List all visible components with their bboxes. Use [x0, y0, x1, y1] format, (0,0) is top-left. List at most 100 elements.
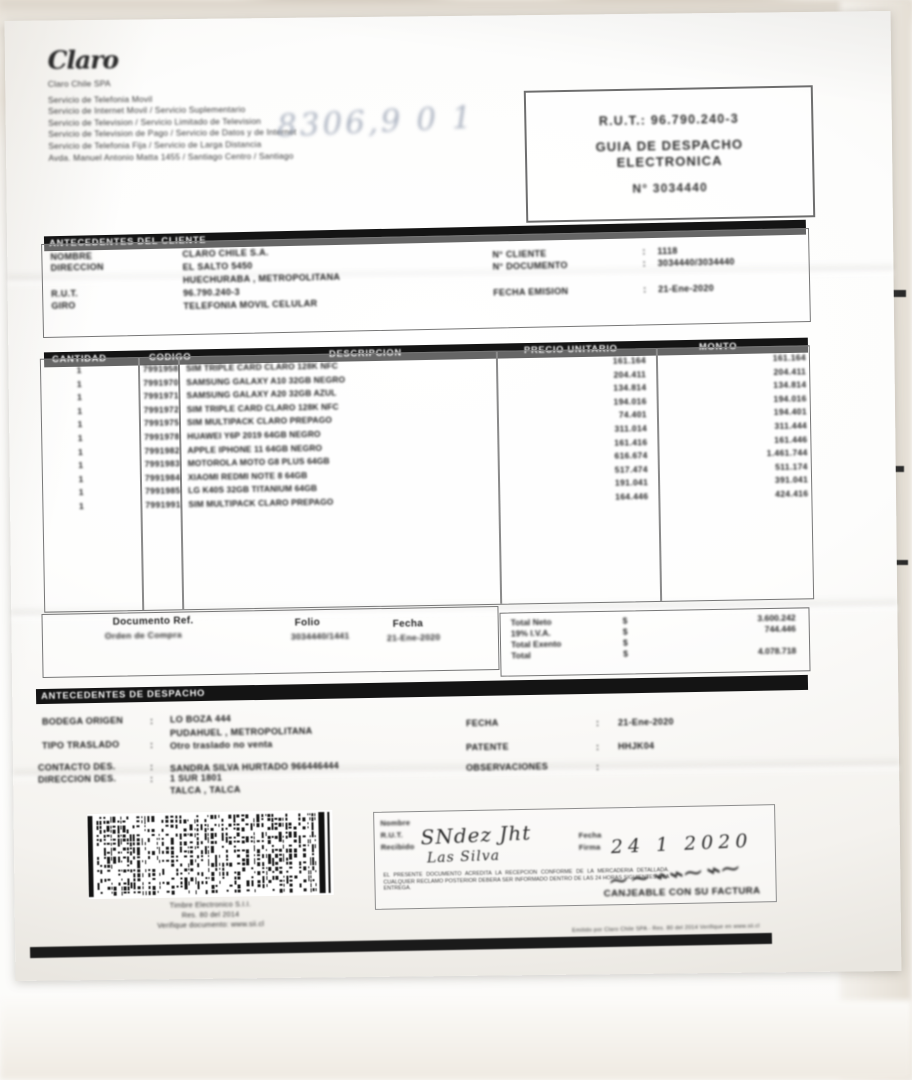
item-quantity: 1	[77, 419, 83, 430]
item-quantity: 1	[76, 365, 82, 376]
reference-header-fecha: Fecha	[392, 618, 424, 630]
paper-crease	[13, 755, 900, 785]
client-value-nro-documento: 3034440/3034440	[657, 256, 735, 269]
item-code: 7991975	[143, 417, 180, 429]
item-unit-price: 517.474	[614, 463, 648, 475]
document-type-box: R.U.T.: 96.790.240-3 GUIA DE DESPACHO EL…	[523, 85, 816, 223]
document-number: N° 3034440	[632, 180, 708, 195]
client-value-comuna: HUECHURABA , METROPOLITANA	[182, 271, 341, 286]
reference-header-documento: Documento Ref.	[112, 615, 194, 628]
item-quantity: 1	[76, 378, 82, 389]
item-quantity: 1	[77, 392, 83, 403]
barcode-caption: Timbre Electronico S.I.I. Res. 80 del 20…	[88, 898, 333, 932]
client-value-nombre: CLARO CHILE S.A.	[182, 247, 269, 260]
document-rut: R.U.T.: 96.790.240-3	[599, 112, 739, 129]
item-description: SIM TRIPLE CARD CLARO 128K NFC	[185, 360, 339, 374]
dispatch-value-patente: HHJK04	[617, 740, 655, 752]
item-amount: 391.041	[774, 474, 809, 486]
canjeable-notice: CANJEABLE CON SU FACTURA	[603, 885, 761, 900]
receipt-label-recibido: Recibido	[380, 842, 415, 852]
total-value-neto: 3.600.242	[757, 612, 796, 624]
total-currency-exento: $	[622, 637, 628, 648]
item-amount: 511.174	[775, 461, 808, 472]
items-column-divider	[495, 351, 502, 604]
dispatch-label-contacto: CONTACTO DES.	[37, 761, 116, 773]
client-value-direccion: EL SALTO 5450	[182, 260, 253, 273]
item-code: 7991984	[144, 472, 181, 483]
dispatch-label-patente: PATENTE	[465, 741, 509, 753]
dispatch-sep-contacto: :	[149, 761, 154, 773]
pdf417-barcode	[87, 809, 334, 900]
dispatch-section-title: ANTECEDENTES DE DESPACHO	[40, 686, 206, 701]
dispatch-value-ciudad: TALCA , TALCA	[169, 784, 241, 796]
items-table-box: 1 7991958 SIM TRIPLE CARD CLARO 128K NFC 16…	[39, 345, 815, 613]
item-quantity: 1	[78, 460, 84, 471]
item-amount: 194.016	[773, 393, 807, 404]
dispatch-sep-direccion: :	[149, 773, 154, 785]
company-logo: Claro	[47, 45, 119, 75]
dispatch-label-fecha: FECHA	[465, 717, 499, 729]
item-quantity: 1	[78, 487, 84, 498]
item-description: SAMSUNG GALAXY A10 32GB NEGRO	[186, 374, 346, 387]
dispatch-value-fecha: 21-Ene-2020	[617, 716, 674, 728]
item-code: 7991985	[145, 485, 181, 497]
item-quantity: 1	[78, 473, 84, 484]
reference-header-folio: Folio	[294, 617, 321, 629]
total-value-total: 4.078.718	[757, 645, 797, 657]
item-amount: 194.401	[773, 406, 807, 418]
item-description: SAMSUNG GALAXY A20 32GB AZUL	[186, 387, 337, 401]
item-quantity: 1	[77, 433, 83, 444]
total-currency-iva: $	[622, 626, 628, 637]
document-rut-label: R.U.T.:	[598, 113, 647, 129]
barcode-stripes	[87, 810, 333, 899]
receipt-label-rut: R.U.T.	[380, 830, 403, 840]
item-amount: 161.164	[772, 352, 807, 363]
dispatch-label-direccion: DIRECCION DES.	[37, 773, 117, 785]
item-description: APPLE IPHONE 11 64GB NEGRO	[187, 442, 323, 455]
handwritten-recipient-name-2: Las Silva	[426, 847, 501, 867]
item-amount: 204.411	[773, 365, 807, 377]
reference-value-folio: 3034440/1441	[290, 630, 350, 642]
client-label-giro: GIRO	[51, 300, 76, 311]
total-value-iva: 744.446	[764, 623, 796, 635]
item-quantity: 1	[77, 446, 83, 457]
item-unit-price: 191.041	[614, 477, 649, 489]
item-description: MOTOROLA MOTO G8 PLUS 64GB	[187, 455, 330, 469]
client-value-giro: TELEFONIA MOVIL CELULAR	[183, 298, 318, 312]
item-code: 7991978	[144, 431, 180, 442]
reference-value-documento: Orden de Compra	[104, 629, 183, 641]
receipt-label-firma: Firma	[578, 842, 601, 852]
handwritten-recipient-name: SNdez Jht	[420, 820, 532, 850]
item-code: 7991972	[143, 404, 180, 415]
item-description: SIM TRIPLE CARD CLARO 128K NFC	[186, 401, 339, 414]
client-label-fecha-emision: FECHA EMISION	[493, 286, 569, 298]
background-shade-bottom	[0, 1000, 912, 1080]
items-column-divider	[655, 348, 662, 601]
item-amount: 134.814	[773, 379, 807, 391]
client-label-nombre: NOMBRE	[50, 250, 93, 262]
item-description: LG K40S 32GB TITANIUM 64GB	[188, 483, 318, 496]
item-amount: 1.461.744	[766, 447, 808, 459]
item-description: HUAWEI Y6P 2019 64GB NEGRO	[187, 428, 321, 442]
item-unit-price: 74.401	[618, 409, 647, 421]
client-label-rut: R.U.T.	[51, 288, 79, 299]
item-amount: 311.444	[774, 420, 808, 431]
document-number-label: N°	[632, 181, 649, 196]
item-code: 7991983	[144, 458, 181, 470]
dispatch-label-observaciones: OBSERVACIONES	[465, 761, 549, 773]
dispatch-value-bodega: LO BOZA 444	[169, 713, 232, 725]
dispatch-label-tipo: TIPO TRASLADO	[41, 739, 120, 751]
item-description: XIAOMI REDMI NOTE 8 64GB	[187, 469, 308, 482]
item-unit-price: 161.164	[612, 355, 647, 366]
receipt-signature-box: Nombre R.U.T. Recibido Fecha Firma SNdez…	[373, 804, 777, 910]
item-unit-price: 311.014	[614, 423, 648, 434]
dispatch-sep-patente: :	[595, 741, 600, 753]
reference-value-fecha: 21-Ene-2020	[386, 632, 441, 643]
item-amount: 161.446	[774, 433, 808, 445]
client-sep-nro-documento: :	[642, 258, 647, 269]
item-unit-price: 204.411	[613, 368, 647, 380]
item-code: 7991991	[145, 499, 181, 510]
document-type-line2: ELECTRONICA	[616, 152, 723, 171]
dispatch-value-direccion: 1 SUR 1801	[169, 772, 223, 784]
dispatch-value-tipo: Otro traslado no venta	[169, 739, 273, 751]
